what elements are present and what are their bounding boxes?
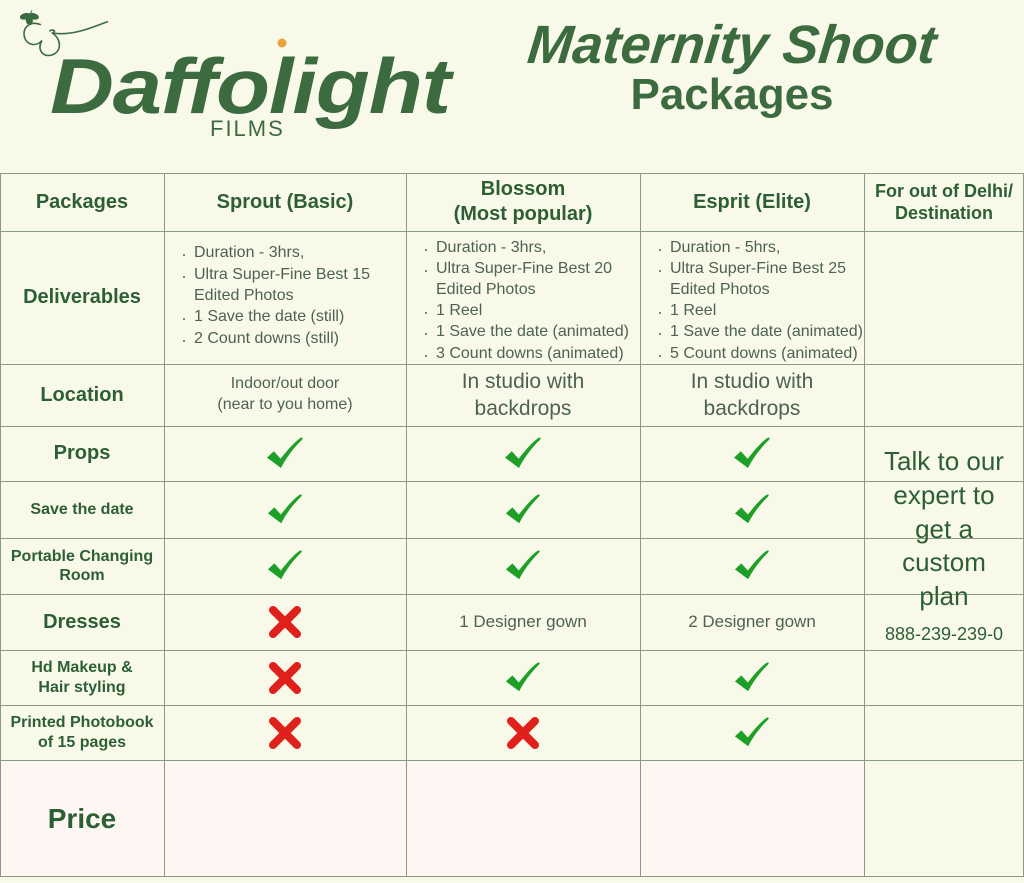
- svg-text:FILMS: FILMS: [210, 116, 285, 141]
